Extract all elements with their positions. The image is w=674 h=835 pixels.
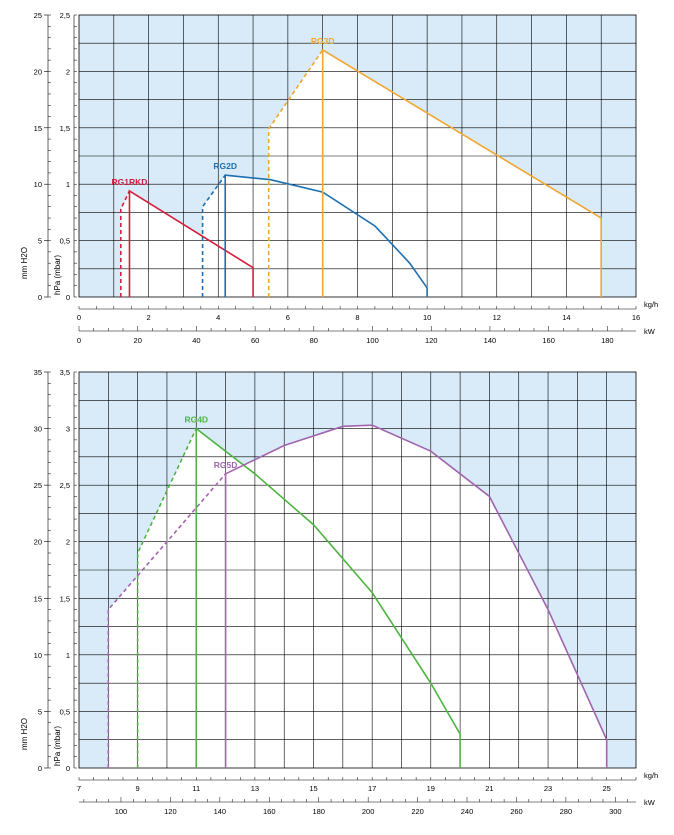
series-solid-RG3D [321,48,602,297]
chart-panel-bottom [44,371,637,803]
x-top-tick-label: 9 [136,784,140,793]
x-top-tick-label: 25 [603,784,611,793]
x-top-tick-label: 11 [192,784,200,793]
y-right-tick-label: 0,5 [60,707,70,716]
series-label-RG1RKD: RG1RKD [112,177,148,187]
series-label-RG5D: RG5D [214,460,238,470]
series-dashed-RG3D [267,49,324,297]
x-top-tick-label: 16 [632,313,640,322]
x-bottom-tick-label: 180 [601,336,614,345]
y-right-tick-label: 1 [66,180,70,189]
series-label-RG2D: RG2D [213,161,237,171]
y-right-tick-label: 3,5 [60,368,70,377]
y-left-tick-label: 30 [34,425,42,434]
x-top-tick-label: 12 [493,313,501,322]
series-solid-RG1RKD [128,189,254,297]
x-bottom-unit: kW [644,798,656,807]
series-solid-RG5D [224,424,608,768]
y-left-axis-title: mm H2O [20,718,29,750]
x-top-unit: kg/h [644,771,658,780]
y-right-tick-label: 1,5 [60,124,70,133]
y-right-axis-title: hPa (mbar) [53,726,62,766]
x-bottom-tick-label: 120 [425,336,438,345]
y-left-axis-title: mm H2O [20,247,29,279]
y-left-tick-label: 15 [34,594,42,603]
y-left-tick-label: 25 [34,11,42,20]
x-bottom-tick-label: 260 [510,807,523,816]
x-top-unit: kg/h [644,300,658,309]
x-top-tick-label: 21 [485,784,493,793]
x-bottom-tick-label: 240 [461,807,474,816]
x-bottom-tick-label: 300 [609,807,622,816]
x-bottom-tick-label: 120 [164,807,177,816]
plot-frame [78,14,637,298]
x-top-tick-label: 14 [562,313,570,322]
x-bottom-tick-label: 20 [134,336,142,345]
y-left-tick-label: 10 [34,180,42,189]
y-right-tick-label: 1 [66,651,70,660]
x-bottom-tick-label: 160 [542,336,555,345]
series-dashed-RG1RKD [119,190,131,297]
x-bottom-tick-label: 0 [77,336,81,345]
x-top-tick-label: 4 [216,313,220,322]
x-bottom-tick-label: 100 [366,336,379,345]
x-top-tick-label: 13 [251,784,259,793]
x-bottom-tick-label: 200 [362,807,375,816]
x-top-tick-label: 23 [544,784,552,793]
x-top-tick-label: 19 [427,784,435,793]
y-right-tick-label: 0 [66,764,70,773]
series-area-RG3D [268,49,602,297]
y-left-tick-label: 25 [34,481,42,490]
y-left-tick-label: 5 [38,237,42,246]
series-label-RG4D: RG4D [184,415,208,425]
y-left-tick-label: 20 [34,67,42,76]
series-label-RG3D: RG3D [311,36,335,46]
plot-frame [78,371,637,769]
x-top-tick-label: 17 [368,784,376,793]
x-top-tick-label: 0 [77,313,81,322]
y-left-tick-label: 0 [38,764,42,773]
y-right-tick-label: 1,5 [60,594,70,603]
y-right-tick-label: 0 [66,293,70,302]
x-top-tick-label: 8 [355,313,359,322]
x-bottom-tick-label: 160 [263,807,276,816]
series-area-RG5D [108,425,607,768]
x-top-tick-label: 15 [309,784,317,793]
y-right-tick-label: 2,5 [60,481,70,490]
x-top-tick-label: 7 [77,784,81,793]
y-left-tick-label: 15 [34,124,42,133]
y-left-tick-label: 20 [34,538,42,547]
x-top-tick-label: 10 [423,313,431,322]
x-top-tick-label: 2 [147,313,151,322]
x-bottom-tick-label: 60 [251,336,259,345]
y-left-tick-label: 35 [34,368,42,377]
x-bottom-tick-label: 100 [115,807,128,816]
chart-panel-top [44,14,637,332]
series-solid-RG2D [224,174,428,297]
y-left-tick-label: 0 [38,293,42,302]
x-top-tick-label: 6 [286,313,290,322]
y-right-tick-label: 2,5 [60,11,70,20]
series-dashed-RG4D [136,428,197,768]
x-bottom-tick-label: 40 [192,336,200,345]
x-bottom-tick-label: 280 [560,807,573,816]
y-left-tick-label: 10 [34,651,42,660]
y-right-tick-label: 3 [66,425,70,434]
y-right-tick-label: 2 [66,67,70,76]
series-dashed-RG2D [201,174,226,297]
y-right-tick-label: 2 [66,538,70,547]
y-right-axis-title: hPa (mbar) [53,255,62,295]
x-bottom-tick-label: 140 [484,336,497,345]
x-bottom-tick-label: 220 [411,807,424,816]
series-dashed-RG5D [107,473,227,768]
series-solid-RG4D [195,426,461,768]
x-bottom-tick-label: 180 [312,807,325,816]
y-right-tick-label: 0,5 [60,237,70,246]
x-bottom-tick-label: 80 [310,336,318,345]
x-bottom-unit: kW [644,327,656,336]
x-bottom-tick-label: 140 [214,807,227,816]
y-left-tick-label: 5 [38,707,42,716]
